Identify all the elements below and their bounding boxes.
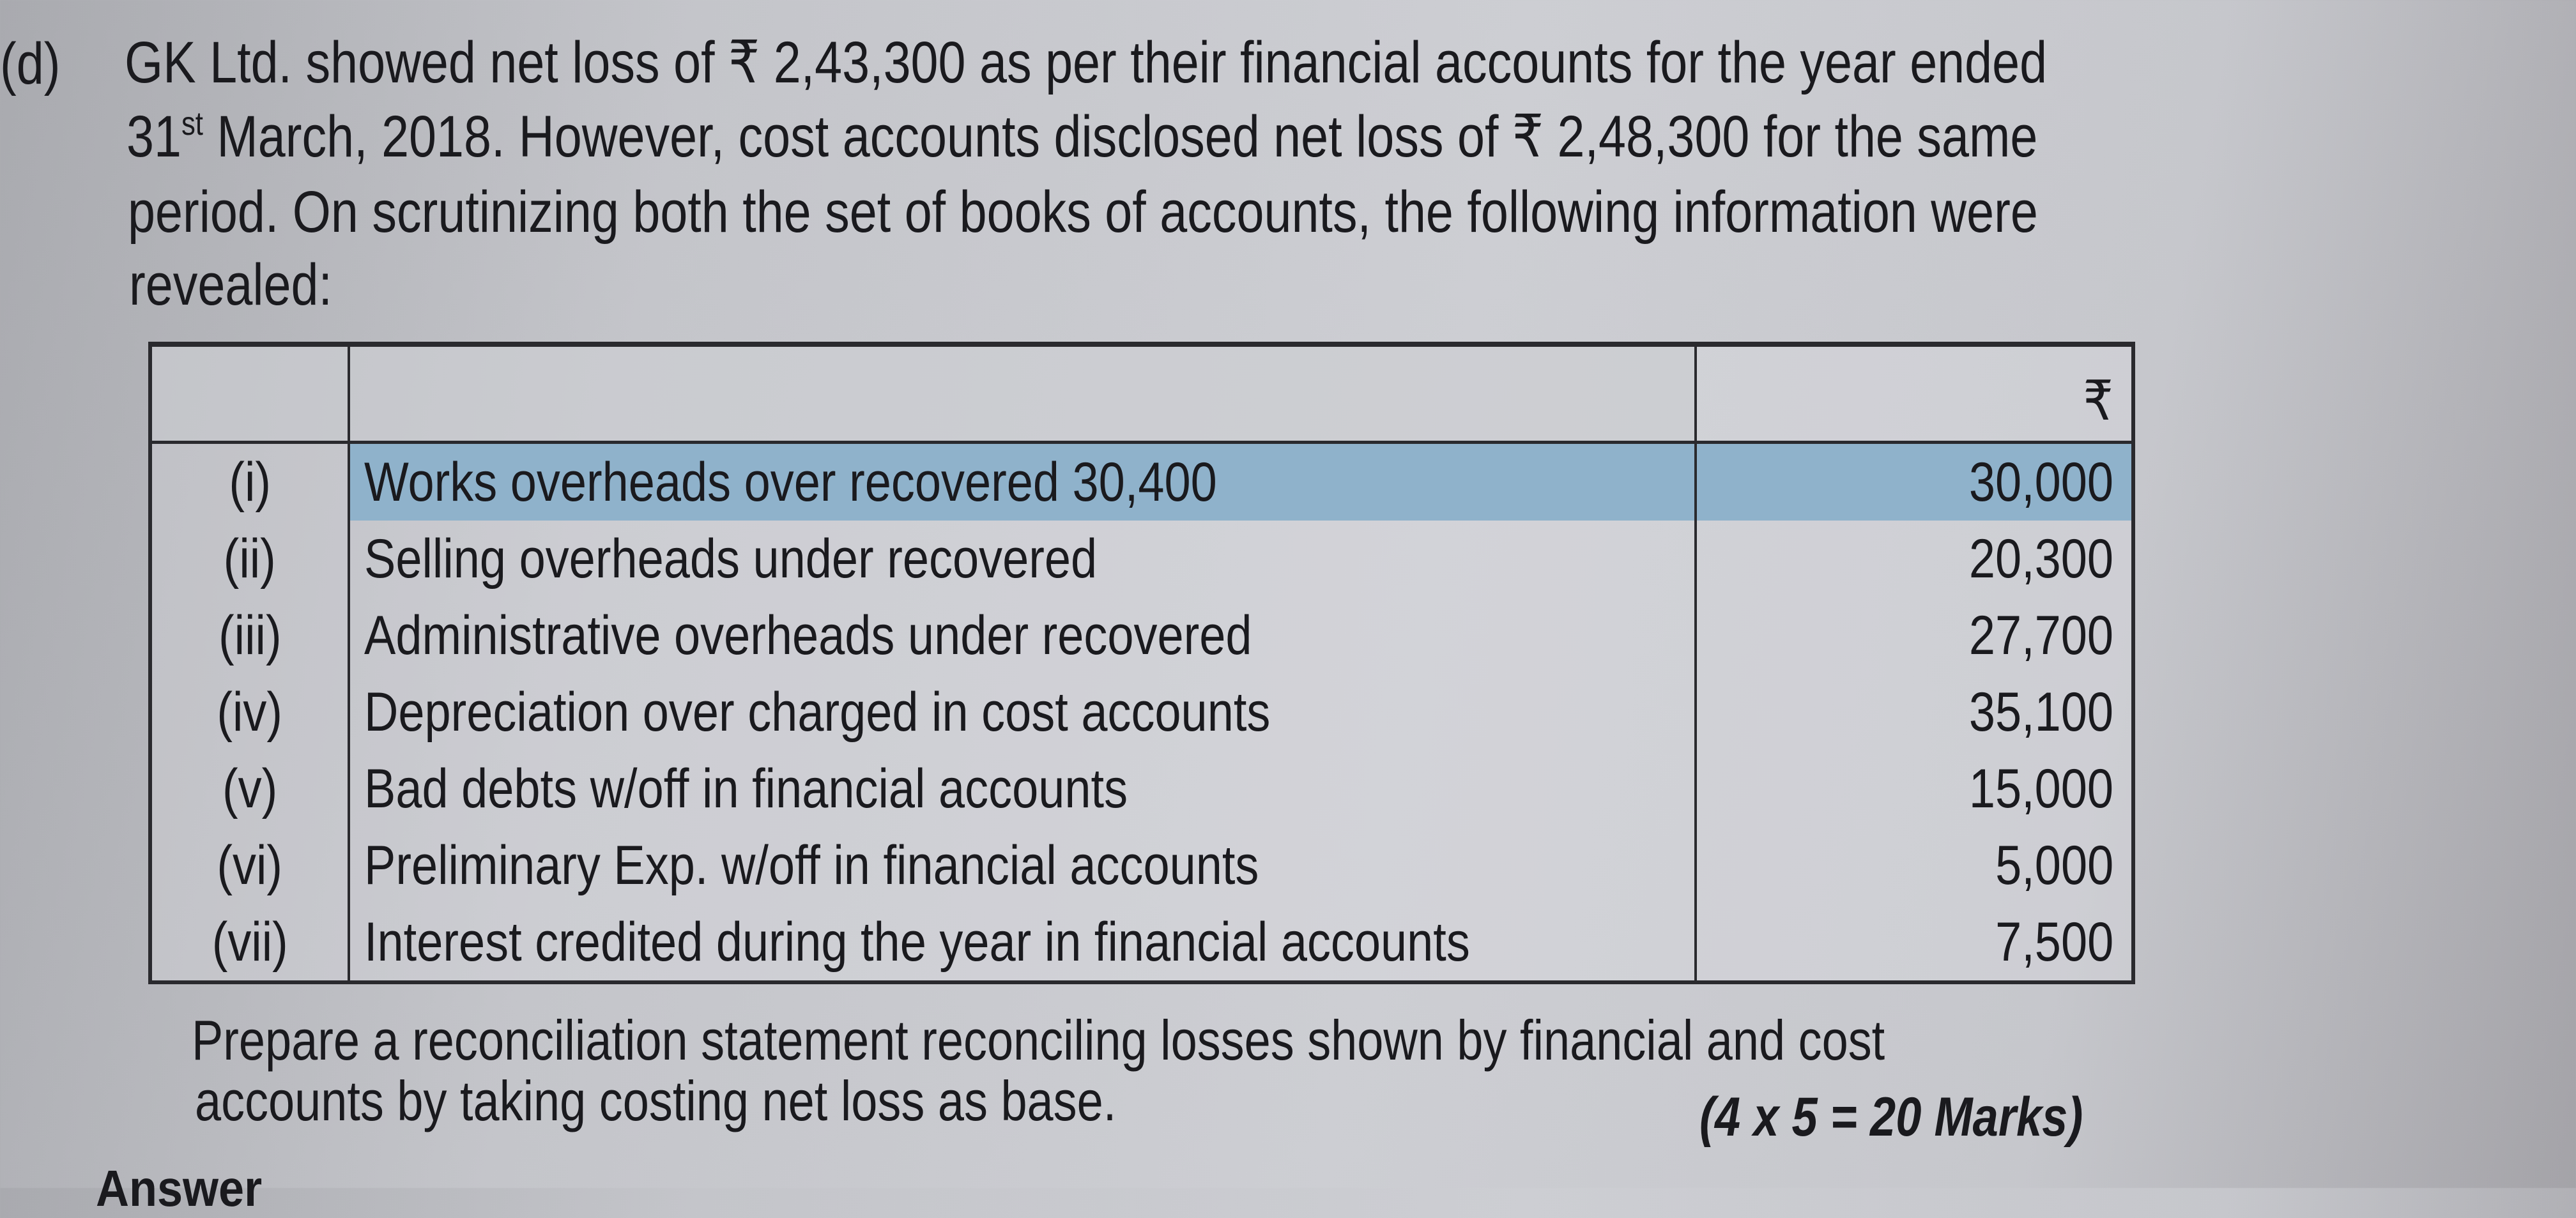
row-description: Depreciation over charged in cost accoun…: [364, 681, 1271, 743]
row-number: (vii): [211, 911, 288, 973]
row-number: (iv): [217, 681, 283, 743]
currency-header: ₹: [2083, 370, 2113, 432]
instruction-line-1: Prepare a reconciliation statement recon…: [192, 1009, 1885, 1072]
row-amount: 27,700: [1968, 604, 2113, 666]
row-description: Bad debts w/off in financial accounts: [364, 757, 1128, 819]
row-number: (ii): [223, 528, 277, 590]
row-description: Preliminary Exp. w/off in financial acco…: [364, 834, 1259, 896]
question-line-4: revealed:: [129, 252, 332, 317]
row-amount: 20,300: [1968, 528, 2113, 590]
row-description: Works overheads over recovered 30,400: [364, 451, 1217, 513]
row-number: (i): [229, 451, 271, 513]
question-line-2-text: March, 2018. However, cost accounts disc…: [217, 104, 2038, 169]
instruction-line-2: accounts by taking costing net loss as b…: [195, 1069, 1117, 1132]
date-suffix: st: [181, 105, 203, 142]
row-amount: 5,000: [1995, 834, 2113, 896]
table-row: (i) Works overheads over recovered 30,400…: [152, 444, 2131, 521]
row-amount: 35,100: [1968, 681, 2113, 743]
row-amount: 7,500: [1995, 911, 2113, 973]
table-row: (ii) Selling overheads under recovered 20,…: [152, 521, 2131, 597]
table-row: (vi) Preliminary Exp. w/off in financial …: [152, 827, 2131, 904]
row-number: (v): [222, 757, 278, 819]
table-header-row: ₹: [152, 347, 2131, 444]
table-row: (iii) Administrative overheads under reco…: [152, 597, 2131, 674]
question-label: (d): [0, 31, 61, 96]
marks-label: (4 x 5 = 20 Marks): [1699, 1086, 2083, 1148]
table-row: (vii) Interest credited during the year i…: [152, 904, 2131, 980]
question-line-2: 31st March, 2018. However, cost accounts…: [126, 107, 2037, 166]
answer-heading: Answer: [96, 1160, 263, 1217]
row-description: Administrative overheads under recovered: [364, 604, 1252, 666]
date-day: 31: [126, 104, 181, 169]
table-row: (v) Bad debts w/off in financial accounts…: [152, 750, 2131, 827]
question-line-3: period. On scrutinizing both the set of …: [128, 179, 2038, 245]
row-amount: 15,000: [1968, 757, 2113, 819]
question-line-1: GK Ltd. showed net loss of ₹ 2,43,300 as…: [125, 30, 2048, 95]
row-description: Interest credited during the year in fin…: [364, 911, 1470, 973]
table-row: (iv) Depreciation over charged in cost ac…: [152, 674, 2131, 750]
row-amount: 30,000: [1968, 451, 2113, 513]
information-table: ₹ (i) Works overheads over recovered 30,4…: [148, 342, 2135, 984]
row-description: Selling overheads under recovered: [364, 528, 1098, 590]
row-number: (vi): [217, 834, 283, 896]
row-number: (iii): [218, 604, 282, 666]
